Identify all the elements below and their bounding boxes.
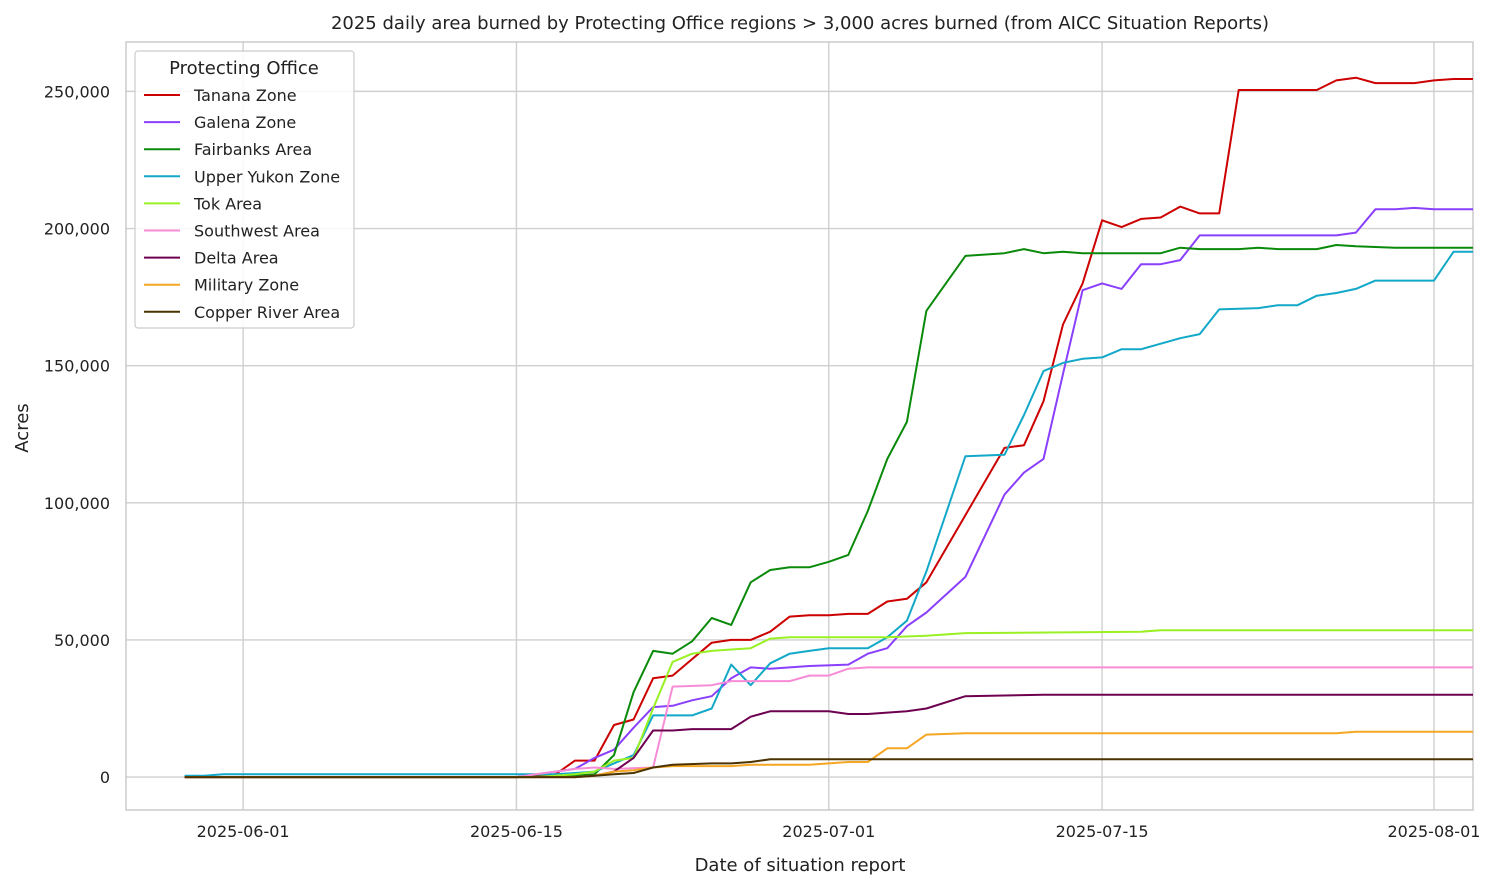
legend-label: Copper River Area [194, 303, 340, 322]
y-tick-label: 200,000 [44, 220, 110, 239]
y-tick-label: 50,000 [54, 631, 110, 650]
y-axis-label: Acres [12, 403, 33, 452]
x-tick-label: 2025-08-01 [1387, 822, 1480, 841]
legend-label: Tanana Zone [193, 86, 297, 105]
legend-label: Upper Yukon Zone [194, 167, 340, 186]
legend-label: Military Zone [194, 276, 299, 295]
series-line [184, 629, 1473, 779]
legend-box [134, 50, 355, 329]
legend-title: Protecting Office [169, 58, 319, 79]
y-tick-label: 150,000 [44, 357, 110, 376]
x-tick-label: 2025-07-01 [782, 822, 875, 841]
series-lines [184, 76, 1473, 779]
series-line [184, 666, 1473, 779]
legend-label: Fairbanks Area [194, 140, 312, 159]
x-tick-label: 2025-06-01 [197, 822, 290, 841]
series-line [184, 76, 1473, 779]
x-axis-ticks: 2025-06-01 2025-06-15 2025-07-01 2025-07-15… [197, 822, 1481, 841]
series-line [184, 730, 1473, 779]
legend: Protecting Office Tanana Zone Galena Zone… [134, 50, 355, 329]
legend-label: Southwest Area [194, 222, 320, 241]
x-tick-label: 2025-07-15 [1056, 822, 1149, 841]
series-line [184, 693, 1473, 779]
y-tick-label: 0 [100, 768, 110, 787]
plot-area-frame [125, 41, 1474, 811]
series-line [184, 244, 1473, 779]
chart-title: 2025 daily area burned by Protecting Off… [331, 13, 1269, 34]
y-tick-label: 250,000 [44, 82, 110, 101]
legend-label: Galena Zone [194, 113, 296, 132]
series-line [184, 206, 1473, 779]
legend-items: Tanana Zone Galena Zone Fairbanks Area Uppe… [144, 86, 340, 322]
y-tick-label: 100,000 [44, 494, 110, 513]
series-line [184, 758, 1473, 779]
legend-label: Delta Area [194, 249, 279, 268]
y-axis-ticks: 0 50,000 100,000 150,000 200,000 250,000 [44, 82, 110, 787]
x-axis-label: Date of situation report [695, 855, 906, 876]
x-tick-label: 2025-06-15 [470, 822, 563, 841]
legend-label: Tok Area [193, 194, 262, 213]
